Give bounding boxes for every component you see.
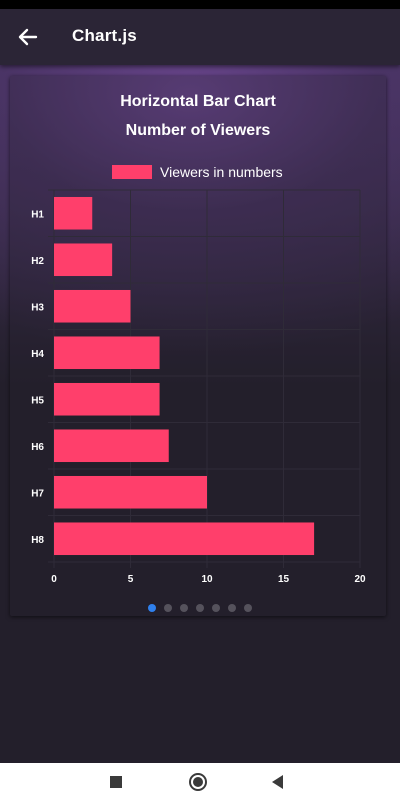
status-bar — [0, 0, 400, 9]
page-dot[interactable] — [212, 604, 220, 612]
y-tick-label: H1 — [31, 209, 44, 220]
chart-title-line: Horizontal Bar Chart — [120, 93, 276, 110]
page-dot[interactable] — [244, 604, 252, 612]
bar — [54, 289, 131, 323]
bar — [54, 522, 315, 556]
x-tick-label: 5 — [128, 574, 134, 585]
page-dot[interactable] — [180, 604, 188, 612]
bar — [54, 475, 207, 509]
legend-swatch — [112, 165, 152, 179]
y-tick-label: H4 — [31, 349, 44, 360]
back-button[interactable] — [14, 23, 42, 51]
page-title: Chart.js — [72, 26, 137, 45]
bar — [54, 336, 160, 370]
back-nav-button[interactable] — [268, 772, 288, 792]
x-tick-label: 0 — [51, 574, 57, 585]
bar — [54, 382, 160, 416]
x-tick-label: 15 — [278, 574, 290, 585]
app-bar: Chart.js — [0, 9, 400, 65]
x-tick-label: 10 — [201, 574, 213, 585]
bar — [54, 429, 169, 463]
square-stop-icon — [110, 776, 122, 788]
bar — [54, 196, 93, 230]
chart-title-line: Number of Viewers — [126, 122, 271, 139]
y-tick-label: H7 — [31, 488, 44, 499]
system-nav-bar — [0, 763, 400, 800]
circle-home-icon — [189, 773, 207, 791]
recent-apps-button[interactable] — [106, 772, 126, 792]
y-tick-label: H3 — [31, 302, 44, 313]
bar — [54, 243, 113, 277]
chart-card: Horizontal Bar Chart Number of Viewers Vie… — [10, 76, 386, 616]
triangle-back-icon — [272, 775, 283, 789]
page-dot[interactable] — [196, 604, 204, 612]
legend-label: Viewers in numbers — [160, 164, 283, 180]
page-dot[interactable] — [228, 604, 236, 612]
page-dot[interactable] — [148, 604, 156, 612]
arrow-left-icon — [18, 28, 38, 46]
home-button[interactable] — [188, 772, 208, 792]
page-dot[interactable] — [164, 604, 172, 612]
y-tick-label: H6 — [31, 442, 44, 453]
y-tick-label: H8 — [31, 535, 44, 546]
horizontal-bar-chart: Horizontal Bar Chart Number of Viewers Vie… — [31, 93, 366, 585]
page-indicator — [0, 604, 400, 614]
y-tick-label: H5 — [31, 395, 44, 406]
y-tick-label: H2 — [31, 256, 44, 267]
x-tick-label: 20 — [354, 574, 366, 585]
